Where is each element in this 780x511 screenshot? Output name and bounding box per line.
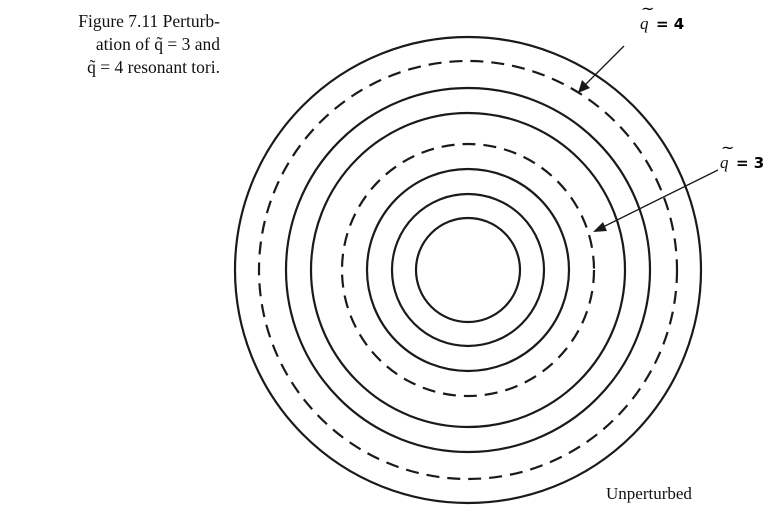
q4-arrow-line bbox=[583, 45, 625, 87]
q3-arrow bbox=[593, 169, 719, 232]
torus-ring bbox=[390, 192, 546, 348]
caption-line-1: Figure 7.11 Perturb- bbox=[78, 11, 220, 31]
q3-label: ~ q = 3 bbox=[720, 138, 764, 172]
figure-caption: Figure 7.11 Perturb- ation of q̃ = 3 and… bbox=[78, 10, 220, 79]
q3-arrow-head bbox=[593, 222, 607, 232]
q3-arrow-line bbox=[600, 169, 719, 229]
caption-line-3: q̃ = 4 resonant tori. bbox=[87, 57, 220, 77]
torus-ring bbox=[233, 35, 703, 505]
torus-ring bbox=[284, 86, 652, 454]
q4-arrow bbox=[578, 45, 625, 93]
unperturbed-label: Unperturbed bbox=[606, 484, 692, 503]
q4-arrow-head bbox=[578, 80, 590, 93]
q3-symbol: q bbox=[720, 153, 729, 172]
caption-line-2: ation of q̃ = 3 and bbox=[95, 34, 220, 54]
q4-equals: = 4 bbox=[656, 15, 684, 33]
resonant-torus-ring bbox=[340, 142, 596, 398]
tori-rings bbox=[233, 35, 703, 505]
resonant-torus-ring bbox=[257, 59, 679, 481]
q3-tilde-mark: ~ bbox=[721, 138, 734, 157]
torus-ring bbox=[309, 111, 627, 429]
torus-ring bbox=[414, 216, 522, 324]
torus-ring bbox=[365, 167, 571, 373]
q4-tilde-mark: ~ bbox=[641, 0, 654, 18]
q4-symbol: q bbox=[640, 14, 649, 33]
q3-equals: = 3 bbox=[736, 154, 764, 172]
q4-label: ~ q = 4 bbox=[640, 0, 684, 33]
